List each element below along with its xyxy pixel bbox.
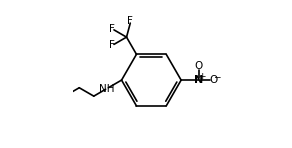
Text: O: O: [209, 75, 218, 85]
Text: −: −: [213, 73, 220, 82]
Text: N: N: [194, 75, 204, 85]
Text: F: F: [127, 16, 133, 26]
Text: F: F: [109, 40, 115, 50]
Text: O: O: [194, 61, 203, 71]
Text: NH: NH: [99, 84, 114, 94]
Text: +: +: [198, 72, 206, 81]
Text: F: F: [109, 24, 115, 34]
